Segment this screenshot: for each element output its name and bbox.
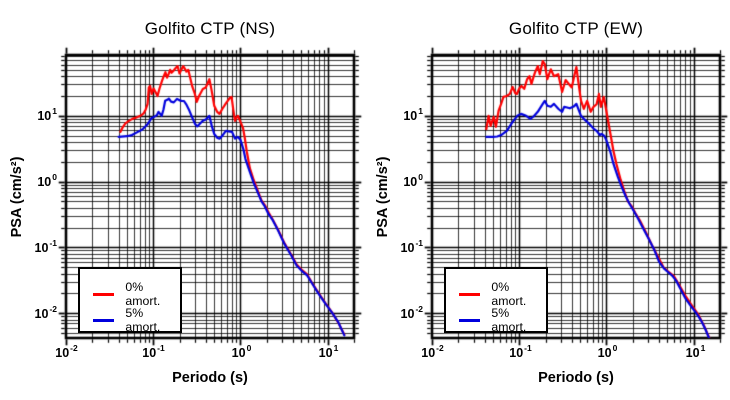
- x-tick-label: 10-1: [142, 343, 165, 361]
- legend-item-0pct: 0% amort.: [93, 280, 180, 308]
- legend-item-5pct: 5% amort.: [459, 306, 546, 334]
- legend-label: 0% amort.: [491, 280, 527, 308]
- legend-label: 5% amort.: [125, 306, 161, 334]
- y-axis-label-ew: PSA (cm/s²): [375, 156, 391, 238]
- x-tick-label: 10-1: [509, 343, 532, 361]
- blue-line-swatch: [459, 318, 481, 322]
- legend-ns: 0% amort. 5% amort.: [78, 267, 182, 334]
- y-tick-label: 10-2: [34, 304, 57, 322]
- x-axis-label-ew: Periodo (s): [538, 370, 614, 386]
- x-tick-label: 101: [685, 343, 706, 361]
- y-tick-label: 10-2: [400, 304, 423, 322]
- plot-title-ew: Golfito CTP (EW): [508, 19, 644, 38]
- y-tick-label: 100: [403, 172, 423, 190]
- legend-label: 0% amort.: [125, 280, 161, 308]
- x-tick-label: 100: [597, 343, 618, 361]
- x-tick-label: 100: [231, 343, 252, 361]
- legend-label: 5% amort.: [491, 306, 527, 334]
- y-axis-label-ns: PSA (cm/s²): [9, 156, 25, 238]
- y-tick-label: 10-1: [400, 238, 423, 256]
- red-line-swatch: [93, 292, 115, 296]
- y-tick-label: 10-1: [34, 238, 57, 256]
- legend-item-5pct: 5% amort.: [93, 306, 180, 334]
- x-tick-label: 101: [318, 343, 339, 361]
- legend-ew: 0% amort. 5% amort.: [444, 267, 548, 334]
- x-axis-label-ns: Periodo (s): [172, 370, 248, 386]
- x-tick-label: 10-2: [55, 343, 78, 361]
- y-tick-label: 100: [37, 172, 57, 190]
- red-line-swatch: [459, 292, 481, 296]
- blue-line-swatch: [93, 318, 115, 322]
- plot-title-ns: Golfito CTP (NS): [144, 19, 276, 38]
- legend-item-0pct: 0% amort.: [459, 280, 546, 308]
- x-tick-label: 10-2: [421, 343, 444, 361]
- y-tick-label: 101: [403, 106, 423, 124]
- y-tick-label: 101: [37, 106, 57, 124]
